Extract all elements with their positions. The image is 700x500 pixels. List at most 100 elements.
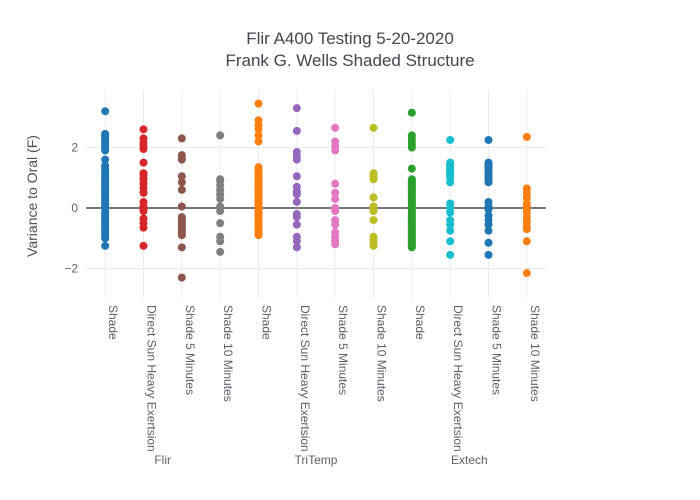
x-tick-label: Shade [106,305,120,340]
data-point[interactable] [292,237,301,246]
x-tick-label: Shade 5 Minutes [183,305,197,395]
data-point[interactable] [292,213,301,222]
data-point[interactable] [216,207,225,216]
data-point[interactable] [139,223,148,232]
data-point[interactable] [331,220,340,229]
data-point[interactable] [292,104,301,113]
data-point[interactable] [369,216,378,225]
data-point[interactable] [292,126,301,135]
chart-title-line2: Frank G. Wells Shaded Structure [225,51,475,70]
data-point[interactable] [216,194,225,203]
data-point[interactable] [292,155,301,164]
data-point[interactable] [369,175,378,184]
y-tick-label: 0 [71,201,78,215]
data-point[interactable] [407,164,416,173]
data-point[interactable] [522,132,531,141]
data-point[interactable] [369,241,378,250]
data-point[interactable] [484,205,493,214]
data-point[interactable] [254,125,263,134]
data-point[interactable] [331,207,340,216]
data-point[interactable] [139,241,148,250]
x-tick-label: Direct Sun Heavy Exertsion [451,305,465,452]
x-tick-label: Shade 10 Minutes [375,305,389,402]
data-point[interactable] [139,188,148,197]
x-tick-label: Shade 5 Minutes [336,305,350,395]
y-tick-label: 2 [71,141,78,155]
data-point[interactable] [177,155,186,164]
data-point[interactable] [407,243,416,252]
x-group-label: Extech [451,453,488,467]
data-point[interactable] [101,155,110,164]
data-point[interactable] [177,185,186,194]
data-point[interactable] [216,237,225,246]
data-point[interactable] [522,225,531,234]
data-point[interactable] [407,108,416,117]
data-point[interactable] [522,193,531,202]
data-point[interactable] [139,158,148,167]
data-point[interactable] [331,188,340,197]
x-tick-label: Direct Sun Heavy Exertsion [298,305,312,452]
data-point[interactable] [101,241,110,250]
data-point[interactable] [484,220,493,229]
data-point[interactable] [331,194,340,203]
data-point[interactable] [331,146,340,155]
data-point[interactable] [446,220,455,229]
data-point[interactable] [484,135,493,144]
x-tick-label: Shade [413,305,427,340]
data-point[interactable] [177,273,186,282]
data-point[interactable] [446,226,455,235]
data-point[interactable] [101,234,110,243]
data-point[interactable] [177,202,186,211]
data-point[interactable] [139,207,148,216]
chart-title: Flir A400 Testing 5-20-2020 Frank G. Wel… [0,28,700,72]
data-point[interactable] [369,207,378,216]
data-point[interactable] [446,250,455,259]
x-group-label: Flir [154,453,171,467]
data-point[interactable] [139,145,148,154]
data-point[interactable] [101,107,110,116]
data-point[interactable] [484,250,493,259]
data-point[interactable] [446,135,455,144]
data-point[interactable] [101,146,110,155]
data-point[interactable] [522,237,531,246]
data-point[interactable] [254,231,263,240]
data-point[interactable] [216,219,225,228]
data-point[interactable] [292,190,301,199]
data-point[interactable] [331,123,340,132]
data-point[interactable] [177,134,186,143]
x-tick-label: Shade 5 Minutes [490,305,504,395]
data-point[interactable] [177,178,186,187]
data-point[interactable] [446,237,455,246]
data-point[interactable] [407,143,416,152]
data-point[interactable] [139,125,148,134]
data-point[interactable] [177,231,186,240]
data-point[interactable] [331,240,340,249]
data-point[interactable] [292,220,301,229]
data-point[interactable] [254,99,263,108]
data-point[interactable] [216,131,225,140]
data-point[interactable] [177,172,186,181]
data-point[interactable] [254,131,263,140]
data-point[interactable] [292,172,301,181]
x-group-label: TriTemp [295,453,338,467]
data-point[interactable] [331,179,340,188]
data-point[interactable] [446,208,455,217]
data-point[interactable] [292,197,301,206]
data-point[interactable] [484,178,493,187]
data-point[interactable] [369,123,378,132]
data-point[interactable] [369,193,378,202]
data-point[interactable] [254,137,263,146]
data-point[interactable] [522,269,531,278]
data-point[interactable] [484,226,493,235]
x-tick-label: Direct Sun Heavy Exertsion [145,305,159,452]
data-point[interactable] [292,243,301,252]
data-point[interactable] [446,178,455,187]
data-point[interactable] [216,247,225,256]
chart-title-line1: Flir A400 Testing 5-20-2020 [246,29,454,48]
x-tick-label: Shade [260,305,274,340]
data-point[interactable] [177,243,186,252]
y-tick-label: −2 [64,262,78,276]
x-tick-label: Shade 10 Minutes [221,305,235,402]
data-point[interactable] [484,238,493,247]
